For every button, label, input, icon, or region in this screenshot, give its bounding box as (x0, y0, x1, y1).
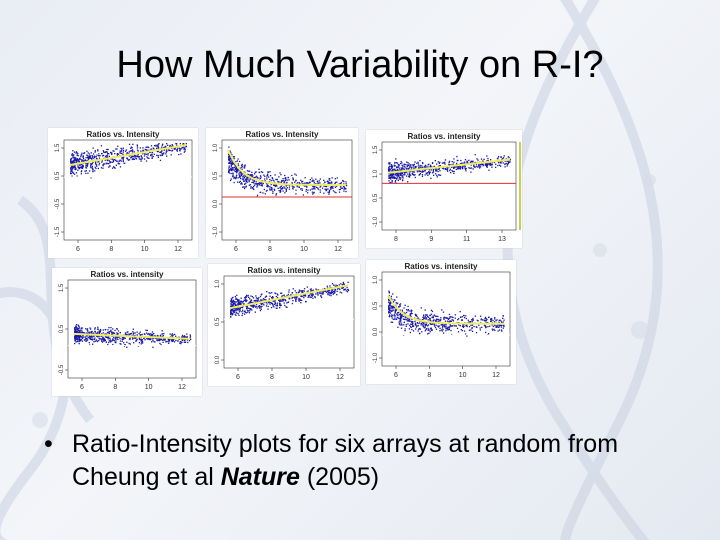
x-tick-label: 10 (141, 246, 149, 253)
lowess-curve (229, 284, 349, 310)
x-tick-label: 12 (334, 246, 342, 253)
scatter-points (230, 281, 350, 318)
y-tick-label: 1.0 (373, 169, 379, 178)
plot-title: Ratios vs. Intensity (245, 130, 319, 139)
plot-title: Ratios vs. Intensity (86, 130, 160, 139)
plot-canvas: 6 8 10 12 1.0 0.5 0.0 -1.0 (373, 271, 511, 379)
scatter-points (388, 154, 511, 184)
ri-plot-6: Ratios vs. intensity 6 8 10 12 1.0 0.5 0.0 -1.0 (366, 260, 516, 384)
x-tick-label: 6 (236, 374, 240, 381)
y-tick-label: 0.5 (373, 193, 379, 202)
y-tick-label: -0.5 (55, 198, 61, 209)
y-tick-label: 1.0 (373, 275, 379, 284)
y-tick-label: -1.0 (213, 226, 219, 237)
y-tick-label: 0.5 (215, 317, 221, 326)
x-tick-label: 12 (174, 246, 182, 253)
plot-frame (63, 139, 193, 241)
ri-plot-4: Ratios vs. intensity 6 8 10 12 1.5 0.5 -0.5 (52, 268, 202, 396)
x-tick-label: 6 (80, 384, 84, 391)
y-tick-label: 0.5 (213, 171, 219, 180)
ri-plot-1: Ratios vs. Intensity 6 8 10 12 1.5 0.5 -0.5 -1.… (48, 128, 198, 258)
x-tick-label: 8 (268, 246, 272, 253)
plot-canvas: 6 8 10 12 1.0 0.5 0.0 -1.0 (213, 139, 353, 253)
x-tick-label: 6 (234, 246, 238, 253)
x-tick-label: 10 (145, 384, 153, 391)
lowess-curve (227, 149, 346, 186)
y-tick-label: 1.5 (59, 283, 65, 292)
x-tick-label: 12 (336, 374, 344, 381)
x-tick-label: 8 (113, 384, 117, 391)
y-tick-label: -0.5 (59, 364, 65, 375)
x-tick-label: 12 (492, 372, 500, 379)
plot-canvas: 6 8 10 12 1.0 0.5 0.0 (215, 275, 355, 381)
y-tick-label: 0.0 (213, 199, 219, 208)
x-tick-label: 6 (76, 246, 80, 253)
y-tick-label: 1.5 (373, 145, 379, 154)
x-tick-label: 10 (459, 372, 467, 379)
plot-title: Ratios vs. intensity (404, 262, 478, 271)
y-tick-label: 0.5 (373, 301, 379, 310)
plot-title: Ratios vs. intensity (90, 270, 164, 279)
lowess-curve (387, 158, 511, 174)
x-tick-label: 8 (394, 236, 398, 243)
y-tick-label: 0.0 (215, 355, 221, 364)
y-tick-label: -1.5 (55, 226, 61, 237)
scatter-points (388, 290, 505, 337)
bullet-text-post: (2005) (299, 463, 380, 491)
plot-title: Ratios vs. intensity (247, 266, 321, 275)
bullet-text-pre: Ratio-Intensity plots for six arrays at … (72, 430, 619, 491)
y-tick-label: -1.0 (373, 352, 379, 363)
x-tick-label: 6 (394, 372, 398, 379)
y-tick-label: 0.5 (59, 324, 65, 333)
y-tick-label: 0.5 (55, 171, 61, 180)
plot-frame (381, 141, 517, 231)
ri-plot-5: Ratios vs. intensity 6 8 10 12 1.0 0.5 0.0 (208, 264, 360, 386)
x-tick-label: 11 (463, 236, 470, 243)
lowess-curve (387, 294, 504, 325)
plot-frame (221, 139, 353, 241)
x-tick-label: 8 (109, 246, 113, 253)
lowess-curve (69, 144, 187, 166)
bullet-marker: • (44, 430, 53, 458)
journal-name: Nature (220, 463, 300, 491)
x-tick-label: 10 (300, 246, 308, 253)
x-tick-label: 13 (498, 236, 506, 243)
scatter-points (228, 146, 348, 198)
plot-title: Ratios vs. intensity (407, 132, 481, 141)
plot-canvas: 6 8 10 12 1.5 0.5 -0.5 -1.5 (55, 139, 193, 253)
plot-canvas: 6 8 10 12 1.5 0.5 -0.5 (59, 279, 197, 391)
y-tick-label: 1.0 (215, 279, 221, 288)
y-tick-label: -1.0 (373, 216, 379, 227)
ri-plot-3: Ratios vs. intensity 8 9 11 13 1.5 1.0 0.5 -1.0 (366, 130, 522, 248)
y-tick-label: 0.0 (373, 327, 379, 336)
x-tick-label: 8 (427, 372, 431, 379)
bullet-body: Ratio-Intensity plots for six arrays at … (72, 428, 702, 494)
y-tick-label: 1.0 (213, 143, 219, 152)
x-tick-label: 10 (302, 374, 310, 381)
x-tick-label: 8 (270, 374, 274, 381)
lowess-curve (73, 332, 191, 340)
x-tick-label: 12 (178, 384, 186, 391)
plot-canvas: 8 9 11 13 1.5 1.0 0.5 -1.0 (373, 141, 521, 243)
y-tick-label: 1.5 (55, 143, 61, 152)
plot-frame (381, 271, 511, 367)
slide-title: How Much Variability on R-I? (116, 44, 604, 86)
x-tick-label: 9 (429, 236, 433, 243)
ri-plot-2: Ratios vs. Intensity 6 8 10 12 1.0 0.5 0.0 -1.0 (206, 128, 358, 258)
